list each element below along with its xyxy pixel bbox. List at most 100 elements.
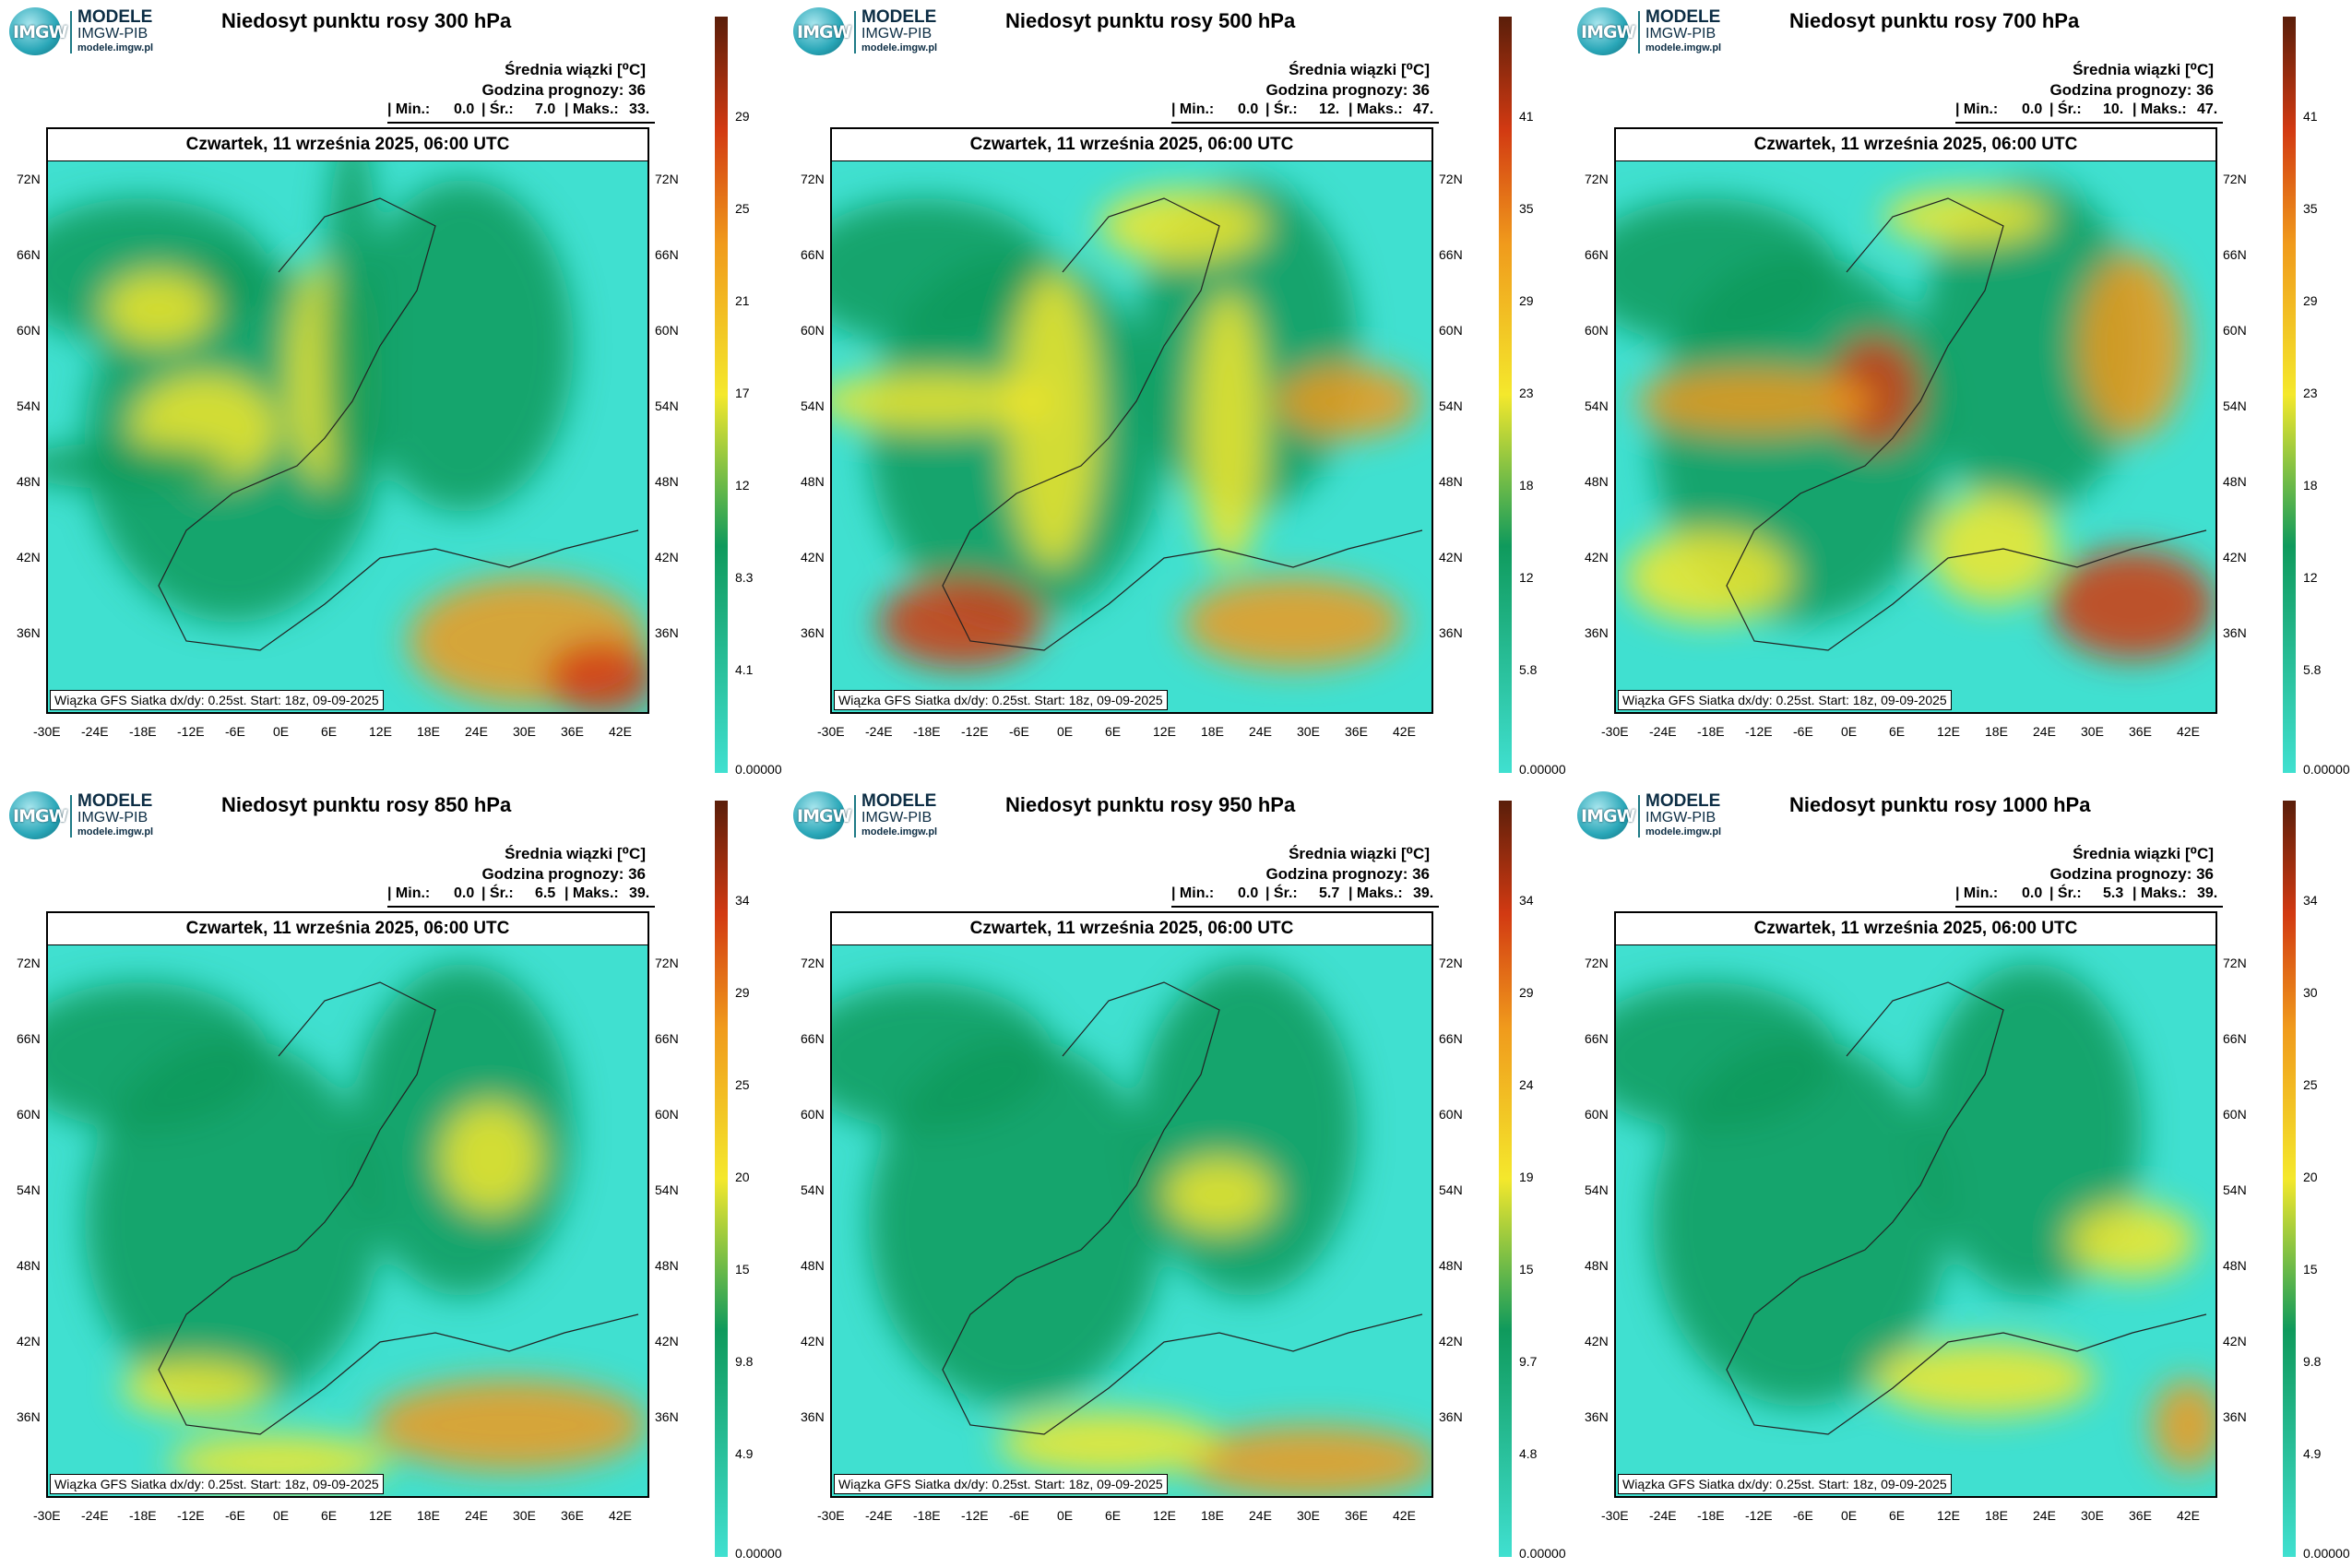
lon-tick: 24E (465, 724, 488, 739)
lon-tick: 6E (1105, 1508, 1122, 1523)
lon-tick: -30E (1601, 724, 1629, 739)
colorbar (715, 17, 728, 773)
lat-tick: 54N (17, 1182, 41, 1197)
colorbar-label: 25 (735, 201, 750, 216)
logo-url: modele.imgw.pl (1645, 42, 1722, 53)
imgw-badge-icon: IMGW (793, 791, 852, 839)
date-header: Czwartek, 11 września 2025, 06:00 UTC (48, 129, 647, 162)
colorbar-label: 15 (1519, 1262, 1534, 1277)
lon-tick: -6E (1009, 1508, 1029, 1523)
imgw-badge-icon: IMGW (9, 791, 68, 839)
imgw-badge-icon: IMGW (1577, 7, 1636, 55)
lat-tick: 42N (1585, 1334, 1609, 1348)
lat-tick: 66N (2223, 247, 2247, 262)
lat-tick: 48N (17, 1258, 41, 1273)
lat-tick: 72N (2223, 172, 2247, 186)
lat-tick: 54N (1439, 1182, 1463, 1197)
lat-tick: 72N (655, 172, 679, 186)
lon-tick: 42E (2177, 724, 2200, 739)
lat-tick: 54N (801, 1182, 825, 1197)
stat-mean: 7.0 (535, 101, 556, 117)
panel-title: Niedosyt punktu rosy 300 hPa (221, 9, 512, 32)
lon-tick: 12E (1937, 724, 1960, 739)
colorbar (715, 801, 728, 1557)
colorbar-label: 21 (735, 293, 750, 308)
colorbar-label: 15 (2303, 1262, 2318, 1277)
lon-tick: -6E (1793, 724, 1813, 739)
map-frame: Czwartek, 11 września 2025, 06:00 UTC Wi… (830, 127, 1433, 714)
date-header: Czwartek, 11 września 2025, 06:00 UTC (48, 913, 647, 946)
imgw-logo: IMGW MODELE IMGW-PIB modele.imgw.pl (1577, 7, 1734, 58)
forecast-hour: Godzina prognozy: 36 (2049, 81, 2214, 99)
lon-tick: 18E (1985, 1508, 2008, 1523)
forecast-hour: Godzina prognozy: 36 (481, 865, 646, 883)
forecast-hour: Godzina prognozy: 36 (1265, 81, 1430, 99)
colorbar-label: 24 (1519, 1077, 1534, 1092)
stats-line: | Min.: 0.0 | Śr.: 6.5 | Maks.: 39. (387, 885, 655, 908)
stat-mean: 5.3 (2103, 885, 2124, 901)
lat-tick: 36N (1585, 625, 1609, 640)
lon-tick: -30E (33, 724, 61, 739)
lon-tick: -18E (129, 1508, 157, 1523)
stat-max: 39. (1413, 885, 1434, 901)
lat-tick: 60N (2223, 323, 2247, 338)
lat-tick: 72N (1585, 172, 1609, 186)
lat-tick: 60N (1585, 323, 1609, 338)
lat-tick: 66N (17, 247, 41, 262)
lat-tick: 48N (801, 1258, 825, 1273)
lat-tick: 42N (801, 1334, 825, 1348)
lon-tick: 6E (321, 1508, 338, 1523)
colorbar-label: 12 (2303, 570, 2318, 585)
colorbar-label: 0.00000 (1519, 1546, 1566, 1561)
colorbar (2283, 17, 2296, 773)
lat-tick: 60N (17, 323, 41, 338)
lat-tick: 36N (2223, 625, 2247, 640)
date-header: Czwartek, 11 września 2025, 06:00 UTC (832, 129, 1431, 162)
lon-tick: 36E (561, 1508, 584, 1523)
mean-label: Średnia wiązki [⁰C] (505, 845, 646, 862)
date-header: Czwartek, 11 września 2025, 06:00 UTC (1616, 913, 2215, 946)
colorbar-label: 20 (735, 1170, 750, 1184)
panel-title: Niedosyt punktu rosy 850 hPa (221, 793, 512, 816)
imgw-badge-icon: IMGW (793, 7, 852, 55)
lon-tick: 30E (1297, 1508, 1320, 1523)
lat-tick: 48N (2223, 474, 2247, 489)
lat-tick: 48N (1439, 1258, 1463, 1273)
lat-tick: 42N (2223, 550, 2247, 564)
colorbar-label: 25 (735, 1077, 750, 1092)
colorbar-label: 20 (2303, 1170, 2318, 1184)
logo-url: modele.imgw.pl (861, 826, 938, 837)
colorbar-label: 12 (735, 478, 750, 493)
imgw-logo: IMGW MODELE IMGW-PIB modele.imgw.pl (9, 791, 166, 842)
forecast-panel-3: IMGW MODELE IMGW-PIB modele.imgw.pl Nied… (1568, 0, 2352, 784)
lat-tick: 36N (1439, 625, 1463, 640)
lat-tick: 48N (655, 474, 679, 489)
lon-tick: -24E (81, 1508, 109, 1523)
imgw-logo: IMGW MODELE IMGW-PIB modele.imgw.pl (793, 7, 950, 58)
lat-tick: 66N (801, 247, 825, 262)
lon-tick: 0E (1841, 724, 1858, 739)
lat-tick: 60N (1439, 1107, 1463, 1122)
stat-max: 39. (2197, 885, 2218, 901)
stats-line: | Min.: 0.0 | Śr.: 5.7 | Maks.: 39. (1171, 885, 1439, 908)
lon-tick: 36E (561, 724, 584, 739)
lat-tick: 54N (2223, 1182, 2247, 1197)
lat-tick: 60N (17, 1107, 41, 1122)
lon-tick: 30E (2081, 724, 2104, 739)
stat-max: 47. (2197, 101, 2218, 117)
colorbar-label: 29 (1519, 985, 1534, 1000)
lon-tick: 24E (465, 1508, 488, 1523)
logo-line1: MODELE (77, 791, 153, 811)
lat-tick: 72N (1439, 956, 1463, 970)
lat-tick: 54N (655, 398, 679, 413)
lon-tick: -24E (1649, 724, 1677, 739)
mean-label: Średnia wiązki [⁰C] (2073, 845, 2214, 862)
lat-tick: 60N (655, 1107, 679, 1122)
lon-tick: 6E (1105, 724, 1122, 739)
lon-tick: 36E (1345, 724, 1368, 739)
logo-line2: IMGW-PIB (861, 810, 932, 826)
lat-tick: 66N (1439, 1031, 1463, 1046)
lon-tick: 36E (1345, 1508, 1368, 1523)
lon-tick: -6E (1793, 1508, 1813, 1523)
lon-tick: 24E (1249, 1508, 1272, 1523)
